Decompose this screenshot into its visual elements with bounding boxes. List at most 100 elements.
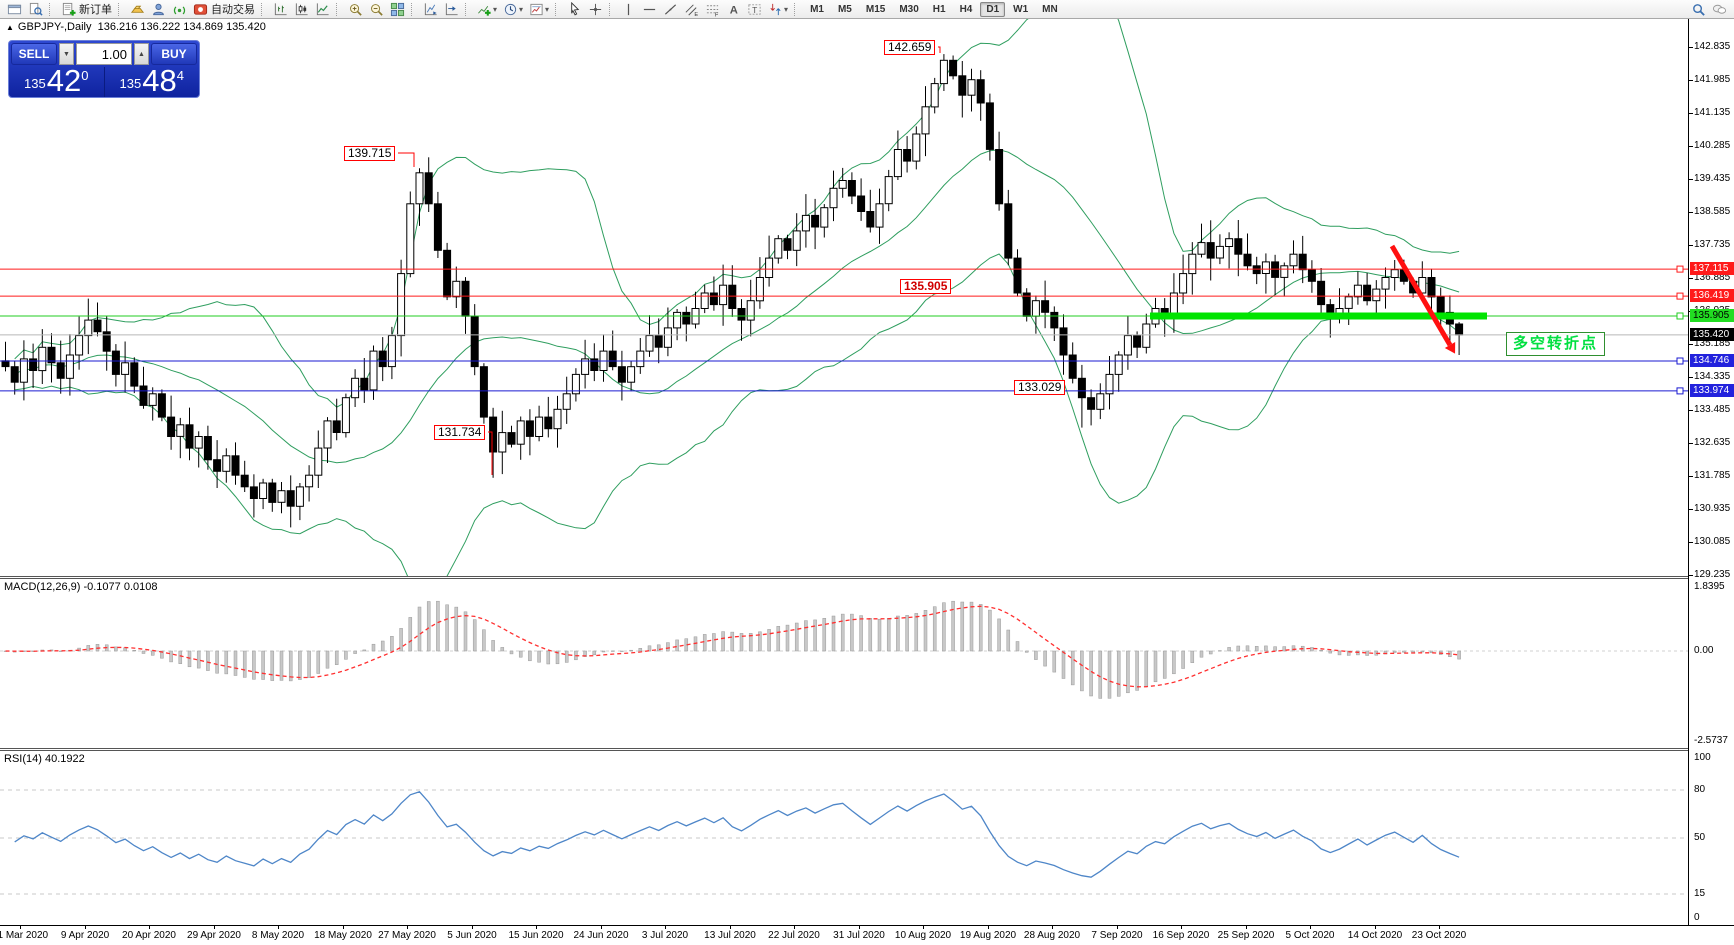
chevron-down-icon[interactable]: ▾ [493,4,498,14]
sell-price-prefix: 135 [24,76,46,91]
bull-candle [700,292,709,309]
volume-down-button[interactable]: ▼ [59,43,74,65]
level-anchor[interactable] [1676,292,1684,300]
support-band[interactable] [1150,312,1487,320]
timeframe-m5-button[interactable]: M5 [837,3,852,15]
candlestick-mode-button[interactable] [291,0,312,19]
macd-bar [353,650,357,654]
price-annotation-133.029[interactable]: 133.029 [1014,380,1066,395]
bear-candle [1307,269,1316,282]
timeframe-d1-button[interactable]: D1 [980,1,1006,17]
zoom-in-button[interactable] [345,0,366,19]
date-tick [343,926,344,929]
tile-windows-button[interactable] [387,0,408,19]
indicators-list-button[interactable]: ▾ [474,0,500,19]
collapse-triangle-icon[interactable]: ▲ [6,23,14,32]
trend-arrow[interactable] [1389,244,1453,347]
pane-separator[interactable] [0,576,1734,579]
macd-bar [859,615,863,652]
level-anchor[interactable] [1676,357,1684,365]
macd-bar [583,650,587,657]
price-annotation-135.905[interactable]: 135.905 [900,279,952,294]
buy-price[interactable]: 135 48 4 [103,65,200,97]
macd-bar [850,613,854,652]
auto-scroll-button[interactable] [420,0,441,19]
community-chat-button[interactable] [1709,0,1730,19]
level-anchor[interactable] [1676,387,1684,395]
bear-candle [1298,253,1307,271]
date-label: 24 Jun 2020 [573,930,629,941]
timeframe-m15-button[interactable]: M15 [865,3,886,15]
price-annotation-142.659[interactable]: 142.659 [884,40,936,55]
text-label-tool-button[interactable] [744,0,765,19]
timeframe-mn-button[interactable]: MN [1042,3,1058,15]
chart-shift-button[interactable] [441,0,462,19]
toolbar-separator [555,2,561,16]
periods-list-button[interactable]: ▾ [500,0,526,19]
zoom-out-button[interactable] [366,0,387,19]
timeframe-m1-button[interactable]: M1 [810,3,824,15]
chevron-down-icon[interactable]: ▾ [545,4,550,14]
chevron-down-icon[interactable]: ▾ [519,4,524,14]
line-chart-mode-button[interactable] [312,0,333,19]
templates-button[interactable]: ▾ [526,0,552,19]
chevron-down-icon[interactable]: ▾ [784,4,789,14]
horizontal-line-tool-button[interactable] [639,0,660,19]
bear-candle [1077,377,1086,399]
macd-bar [610,650,615,652]
profiles-button[interactable] [25,0,46,19]
macd-bar [822,618,827,652]
price-annotation-131.734[interactable]: 131.734 [434,425,486,440]
volume-input[interactable] [76,43,132,65]
auto-trading-button[interactable]: 自动交易 [190,0,258,19]
accounts-button[interactable] [148,0,169,19]
candlesticks [1,54,1464,528]
timeframe-m30-button[interactable]: M30 [899,3,919,15]
bear-candle [1059,327,1068,356]
sell-button[interactable]: SELL [11,43,57,65]
macd-bar [1043,650,1047,667]
new-order-button[interactable]: 新订单 [58,0,115,19]
equidistant-channel-tool-button[interactable] [681,0,702,19]
macd-bar [1429,650,1434,654]
arrows-tool-button[interactable]: ▾ [765,0,791,19]
macd-bar [978,604,983,652]
bear-candle [958,75,967,96]
macd-bar [739,633,744,652]
cursor-tool-button[interactable] [564,0,585,19]
text-tool-button[interactable] [723,0,744,19]
callout-turning-point[interactable]: 多空转折点 [1506,332,1606,356]
macd-bar [196,650,201,669]
metaeditor-button[interactable] [127,0,148,19]
level-anchor[interactable] [1676,265,1684,273]
volume-up-button[interactable]: ▲ [134,43,149,65]
fibonacci-tool-button[interactable] [702,0,723,19]
annotation-connector [488,431,493,475]
bear-candle [231,455,240,476]
bear-candle [286,490,295,507]
pane-separator[interactable] [0,748,1734,751]
bar-chart-mode-button[interactable] [270,0,291,19]
timeframe-h1-button[interactable]: H1 [932,3,946,15]
date-tick [601,926,602,929]
chart-title: ▲ GBPJPY-,Daily 136.216 136.222 134.869 1… [6,21,266,33]
vertical-line-tool-button[interactable] [618,0,639,19]
new-chart-button[interactable] [4,0,25,19]
search-button[interactable] [1688,0,1709,19]
macd-bar [500,647,505,652]
main-chart-canvas[interactable] [0,19,1688,576]
bear-candle [1133,335,1142,348]
crosshair-tool-button[interactable] [585,0,606,19]
rsi-pane-canvas[interactable] [0,751,1688,925]
price-annotation-139.715[interactable]: 139.715 [344,146,396,161]
macd-pane-canvas[interactable] [0,579,1688,748]
timeframe-h4-button[interactable]: H4 [959,3,973,15]
macd-bar [877,618,882,652]
level-anchor[interactable] [1676,312,1684,320]
sell-price[interactable]: 135 42 0 [9,65,104,97]
axis-line-icon [315,2,330,17]
signals-button[interactable] [169,0,190,19]
timeframe-w1-button[interactable]: W1 [1013,3,1029,15]
trendline-tool-button[interactable] [660,0,681,19]
buy-button[interactable]: BUY [151,43,197,65]
